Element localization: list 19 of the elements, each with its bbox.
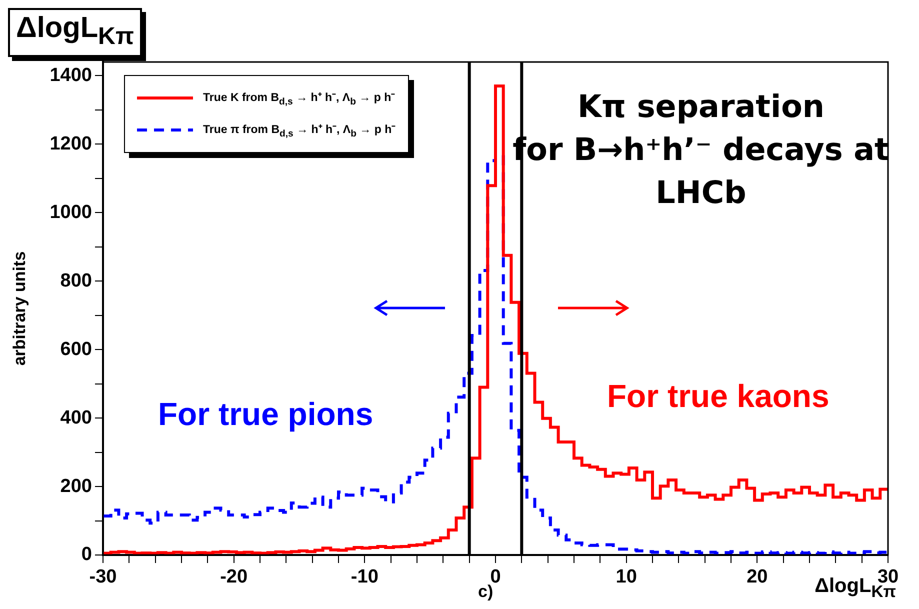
x-tick-label: -30 xyxy=(89,566,117,588)
x-tick-label: -10 xyxy=(350,566,378,588)
annotation: For true kaons xyxy=(607,378,830,415)
x-tick-label: 10 xyxy=(616,566,637,588)
legend-label: True K from B$_{d,s}$ → h⁺ h⁻, Λ$_{b}$ → p h⁻ xyxy=(203,90,396,108)
chart-title: ΔlogL$_{Kπ}$ xyxy=(8,8,142,57)
y-tick-label: 400 xyxy=(60,407,92,428)
y-tick-label: 800 xyxy=(60,270,92,292)
y-tick-label: 1400 xyxy=(50,64,92,86)
y-tick-label: 0 xyxy=(81,544,92,566)
legend-label: True π from B$_{d,s}$ → h⁺ h⁻, Λ$_{b}$ → p h⁻ xyxy=(203,122,396,140)
y-tick-label: 1000 xyxy=(50,202,92,223)
annotation: For true pions xyxy=(158,396,374,433)
y-tick-label: 200 xyxy=(60,476,92,497)
y-axis-title: arbitrary units xyxy=(10,251,29,366)
x-tick-label: -20 xyxy=(220,566,248,588)
y-tick-label: 600 xyxy=(60,338,92,360)
y-tick-label: 1200 xyxy=(50,133,92,154)
x-tick-label: 20 xyxy=(746,566,768,588)
